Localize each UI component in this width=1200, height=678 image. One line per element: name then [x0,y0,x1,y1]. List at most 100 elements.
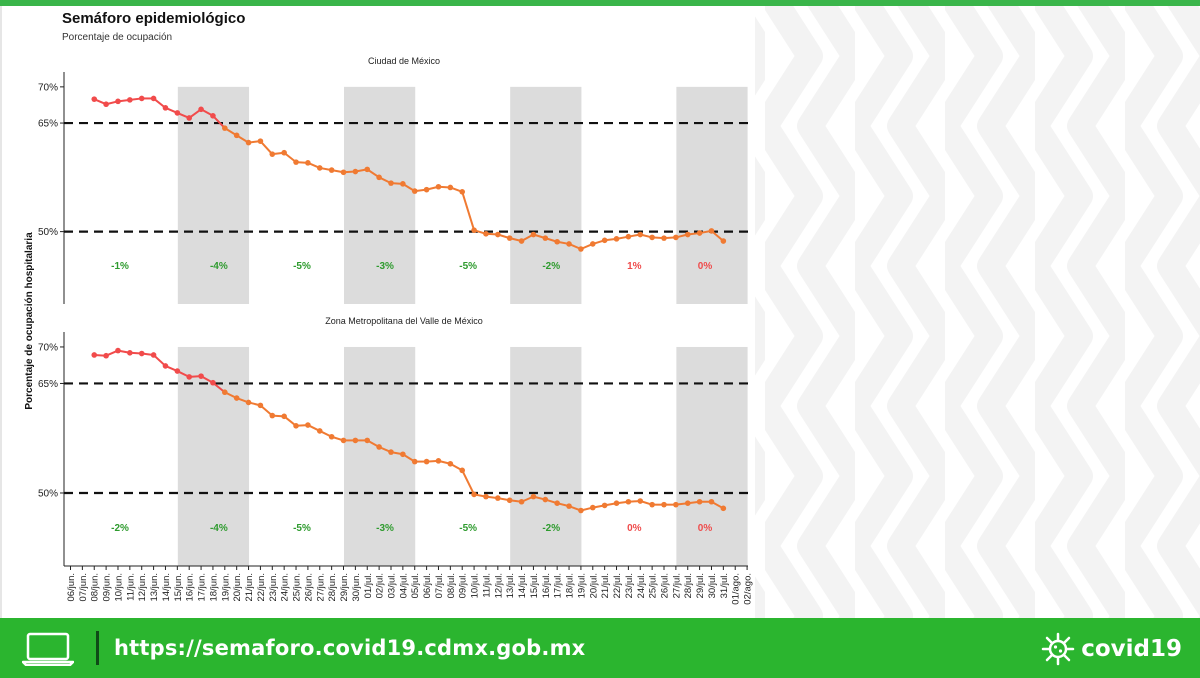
x-tick-label: 07/jun. [78,573,89,602]
data-point [293,423,299,429]
weekly-change-label: 0% [698,523,713,534]
data-point [281,413,287,420]
x-tick-label: 01/ago. [731,573,742,605]
data-point [138,95,145,102]
x-tick-label: 10/jun. [113,573,124,602]
x-tick-label: 25/jul. [648,573,659,598]
footer-bar: https://semaforo.covid19.cdmx.gob.mx cov… [0,618,1200,678]
data-point [554,500,560,507]
x-tick-label: 25/jun. [292,573,303,602]
y-tick-label: 70% [38,82,58,93]
x-tick-label: 20/jun. [232,573,243,602]
x-tick-label: 08/jun. [90,573,101,602]
data-point [447,184,454,191]
data-point [542,235,549,241]
x-tick-label: 14/jun. [161,573,172,602]
brand-text: covid19 [1081,636,1182,662]
x-tick-label: 12/jul. [493,573,504,598]
data-point [661,501,667,508]
data-point [186,115,192,121]
weekly-change-label: -5% [459,523,477,534]
data-point [506,235,513,241]
data-point [91,96,98,102]
x-tick-label: 02/jul. [375,573,386,598]
x-tick-label: 17/jun. [197,573,208,602]
x-tick-label: 15/jul. [529,573,540,598]
data-point [637,231,644,238]
data-point [459,467,466,474]
data-point [400,451,406,458]
x-tick-label: 24/jun. [280,573,291,602]
x-tick-label: 09/jun. [102,573,113,602]
data-point [506,497,513,504]
website-link[interactable]: https://semaforo.covid19.cdmx.gob.mx [114,636,586,660]
weekly-change-label: -3% [376,261,394,272]
data-point [411,458,418,465]
weekly-change-label: -2% [542,261,560,272]
data-point [696,498,703,505]
x-tick-label: 07/jul. [434,573,445,598]
data-point [222,389,228,396]
x-tick-label: 15/jun. [173,573,184,602]
x-tick-label: 14/jul. [517,573,528,598]
data-point [483,230,489,237]
weekly-change-label: -4% [210,261,228,272]
x-tick-label: 19/jul. [576,573,587,598]
data-point [518,498,525,505]
y-tick-label: 65% [38,379,58,390]
y-tick-label: 50% [38,227,58,238]
data-point [162,105,169,111]
chart-title: Semáforo epidemiológico [62,10,246,27]
x-tick-label: 28/jul. [683,573,694,598]
data-point [613,236,620,242]
data-point [174,110,181,116]
data-point [364,437,371,444]
data-point [459,189,466,195]
data-point [625,233,632,240]
data-point [554,238,560,245]
data-point [471,491,477,498]
x-tick-label: 24/jul. [636,573,647,598]
data-point [210,113,216,119]
data-point [649,234,655,241]
x-tick-label: 13/jun. [149,573,160,602]
data-point [578,246,584,252]
data-point [601,237,608,244]
x-tick-label: 21/jun. [244,573,255,602]
x-tick-label: 23/jun. [268,573,279,602]
data-point [316,165,323,171]
data-point [340,169,347,176]
top-accent-bar [0,0,1200,6]
data-point [542,496,549,503]
data-point [684,500,691,507]
x-tick-label: 03/jul. [386,573,397,598]
data-point [661,235,667,241]
data-point [198,373,204,379]
x-tick-label: 16/jun. [185,573,196,602]
data-point [673,234,679,241]
data-point [613,500,620,507]
data-point [435,458,442,464]
data-point [245,399,252,406]
data-point [376,174,382,181]
data-point [269,412,276,419]
weekly-change-label: -5% [293,261,311,272]
data-point [495,495,501,501]
data-point [103,352,109,359]
x-tick-label: 16/jul. [541,573,552,598]
chart-area: Semáforo epidemiológico Porcentaje de oc… [0,6,755,618]
x-tick-label: 28/jun. [327,573,338,602]
x-tick-label: 04/jul. [398,573,409,598]
panel-title: Zona Metropolitana del Valle de México [325,316,482,326]
data-point [684,231,691,238]
data-point [637,498,644,504]
x-tick-label: 18/jun. [208,573,219,602]
x-tick-label: 21/jul. [600,573,611,598]
data-point [115,347,121,354]
x-tick-label: 11/jun. [125,573,136,601]
data-point [530,231,537,238]
weekly-change-label: 1% [627,261,642,272]
x-tick-label: 17/jul. [553,573,564,598]
data-point [400,181,406,187]
footer-divider [96,631,99,665]
